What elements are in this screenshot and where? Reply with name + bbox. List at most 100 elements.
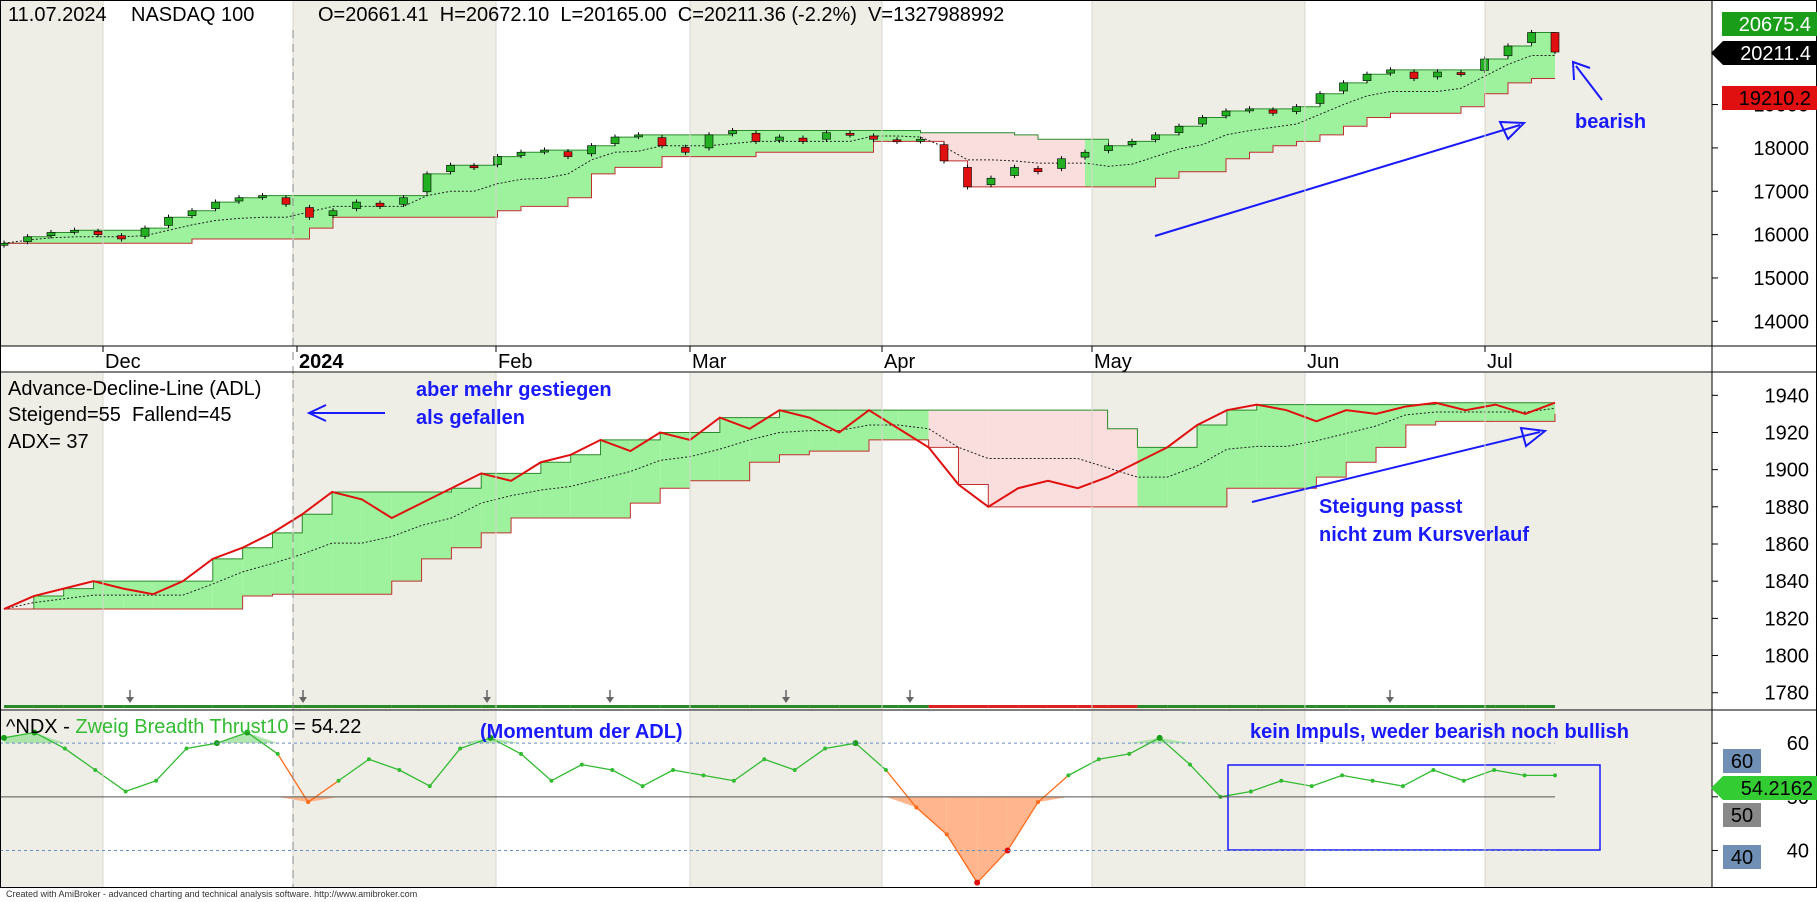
adl-strip-segment: [1465, 705, 1496, 708]
candle-body: [1033, 168, 1043, 173]
zbt-point: [1340, 773, 1345, 778]
adl-band-segment: [1346, 404, 1377, 463]
zbt-point: [1492, 768, 1497, 772]
zbt-point: [1309, 784, 1314, 789]
candle-body: [822, 132, 831, 140]
adl-strip-segment: [332, 705, 362, 708]
month-shade: [1485, 711, 1712, 888]
price-band-segment: [709, 134, 733, 157]
adl-strip-segment: [4, 705, 34, 708]
adl-band-segment: [779, 410, 810, 455]
credit-footer: Created with AmiBroker - advanced charti…: [6, 889, 418, 899]
adl-adx: ADX= 37: [8, 431, 89, 453]
price-band-segment: [568, 150, 592, 198]
zbt-line-segment: [399, 769, 431, 787]
no-impulse-box: [1227, 764, 1601, 851]
zbt-point: [579, 762, 584, 767]
bearish-annotation: bearish: [1575, 111, 1646, 133]
adl-strip-segment: [93, 705, 124, 708]
adl-strip-segment: [1137, 705, 1168, 708]
adl-strip-segment: [63, 705, 94, 708]
zbt-line-segment: [368, 758, 400, 771]
candle-body: [0, 242, 9, 246]
adl-strip-segment: [690, 705, 720, 708]
zbt-line-segment: [611, 769, 643, 787]
price-band-lower: [4, 78, 1555, 244]
adl-band-segment: [33, 596, 64, 610]
zbt-current-badge: [1711, 776, 1817, 800]
channel-bands: [3, 32, 1556, 883]
adl-annotation-bottom-2: nicht zum Kursverlauf: [1319, 524, 1529, 546]
candle-body: [681, 147, 690, 153]
candle-body: [704, 134, 714, 149]
candle-body: [352, 201, 361, 209]
price-y-label: 14000: [1753, 311, 1809, 333]
zbt-badge-40-text: 40: [1731, 847, 1753, 869]
adl-band-segment: [630, 439, 661, 504]
price-band-segment: [1085, 139, 1109, 187]
zbt-line-segment: [520, 753, 552, 782]
price-band-segment: [1390, 69, 1414, 114]
candle-body: [798, 137, 808, 142]
zbt-line-segment: [1433, 769, 1464, 782]
zbt-point: [1522, 773, 1527, 778]
x-axis-label: 2024: [299, 351, 344, 373]
zbt-badge-60-text: 60: [1731, 751, 1753, 773]
zbt-line-segment: [1494, 769, 1525, 777]
zbt-point: [366, 757, 371, 762]
price-band-segment: [1108, 145, 1132, 187]
zbt-high-fill: [1159, 737, 1191, 744]
adl-y-label: 1840: [1765, 571, 1810, 593]
price-band-segment: [1531, 32, 1555, 79]
zbt-line-segment: [1037, 774, 1069, 803]
zbt-line-segment: [703, 774, 734, 782]
candle-body: [1362, 73, 1372, 81]
month-shade: [690, 0, 882, 346]
uptrend-arrow-line: [1154, 124, 1521, 237]
price-band-segment: [944, 132, 968, 161]
x-axis-label: Feb: [498, 351, 532, 373]
price-band-segment: [239, 197, 263, 239]
price-band-segment: [685, 134, 709, 157]
price-badge-close: [1711, 41, 1817, 65]
zbt-line-segment: [733, 758, 765, 782]
right-axis-background: [1712, 0, 1817, 888]
zbt-line-segment: [338, 758, 370, 782]
price-band-segment: [662, 134, 686, 157]
zbt-point: [762, 757, 767, 762]
zbt-point: [154, 778, 159, 783]
zbt-point: [427, 784, 432, 789]
zbt-high-fill: [460, 737, 491, 744]
zbt-point: [397, 768, 402, 772]
price-band-segment: [309, 195, 333, 229]
adl-strip-segment: [719, 705, 750, 708]
zbt-badge-60: [1723, 749, 1761, 773]
zbt-line-segment: [1189, 764, 1221, 798]
candle-body: [446, 164, 455, 173]
annotations: 11.07.2024 NASDAQ 100 O=20661.41 H=20672…: [6, 4, 1817, 869]
zbt-point: [914, 805, 919, 810]
adl-band-segment: [540, 462, 571, 518]
candle-body: [281, 197, 291, 205]
x-axis-label: Dec: [105, 351, 141, 373]
month-shade: [0, 373, 103, 710]
adl-y-label: 1820: [1765, 608, 1810, 630]
month-shade: [293, 711, 496, 888]
adl-y-label: 1860: [1765, 534, 1810, 556]
adl-band-segment: [1256, 404, 1287, 489]
zbt-line-segment: [946, 834, 978, 883]
zbt-line-segment: [1402, 769, 1434, 787]
zbt-line-segment: [1098, 753, 1130, 760]
zbt-line-segment: [186, 742, 217, 750]
adl-band-segment: [123, 581, 154, 610]
price-band-segment: [1461, 69, 1485, 107]
adl-band-segment: [1167, 447, 1198, 507]
adl-band-segment: [660, 432, 691, 489]
candle-body: [234, 197, 244, 202]
candle-body: [1433, 71, 1442, 78]
price-band-segment: [1273, 108, 1297, 146]
zbt-line-segment: [94, 769, 127, 792]
adl-band-segment: [898, 410, 929, 440]
uptrend-arrow-head: [1498, 120, 1527, 141]
adl-strip-segment: [1346, 705, 1377, 708]
